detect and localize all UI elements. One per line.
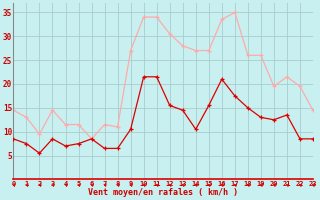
X-axis label: Vent moyen/en rafales ( km/h ): Vent moyen/en rafales ( km/h ) <box>88 188 238 197</box>
